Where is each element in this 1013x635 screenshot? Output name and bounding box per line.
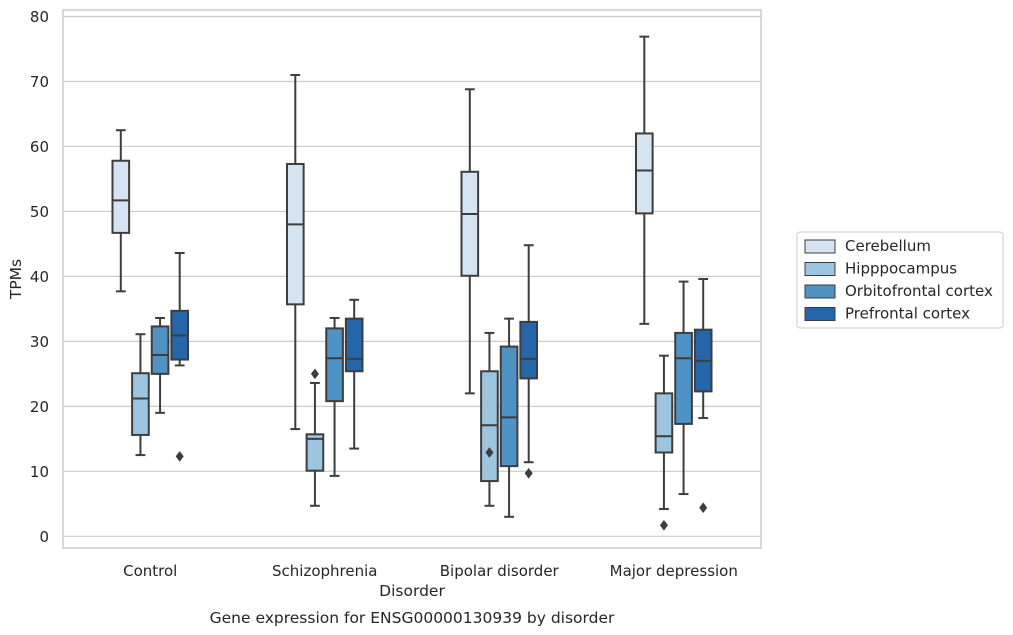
box-hipppocampus-schizophrenia: [305, 368, 325, 507]
y-axis-label: TPMs: [7, 259, 25, 300]
box-iqr: [519, 320, 539, 380]
box-hipppocampus-bipolar-disorder: [480, 331, 499, 507]
box-hipppocampus-control: [131, 333, 150, 457]
x-axis-ticks: Control Schizophrenia Bipolar disorder Majo…: [123, 562, 738, 580]
box-orbitofrontal-cortex-control: [150, 316, 170, 414]
y-tick-label: 40: [30, 268, 49, 286]
x-tick-label: Control: [123, 562, 177, 580]
box-orbitofrontal-cortex-major-depression: [674, 280, 693, 496]
legend-frame: [796, 231, 1004, 329]
outlier-point: [485, 447, 494, 458]
legend-label-hipppocampus: Hipppocampus: [845, 260, 957, 278]
y-tick-label: 0: [39, 528, 49, 546]
y-tick-label: 60: [30, 138, 49, 156]
legend-label-prefrontal-cortex: Prefrontal cortex: [845, 305, 970, 323]
box-iqr: [460, 170, 480, 277]
box-prefrontal-cortex-bipolar-disorder: [519, 244, 539, 479]
x-axis-label: Disorder: [379, 582, 445, 600]
legend-swatch-cerebellum: [804, 239, 836, 254]
box-hipppocampus-major-depression: [654, 354, 674, 531]
box-prefrontal-cortex-control: [170, 252, 190, 462]
box-iqr: [674, 331, 693, 425]
y-tick-label: 10: [30, 463, 49, 481]
box-iqr: [499, 345, 519, 468]
legend-label-orbitofrontal-cortex: Orbitofrontal cortex: [845, 282, 993, 300]
box-iqr: [305, 433, 325, 472]
box-iqr: [111, 159, 131, 234]
box-iqr: [285, 162, 305, 306]
box-cerebellum-control: [111, 129, 131, 293]
box-plots: [111, 35, 713, 531]
legend: Cerebellum Hipppocampus Orbitofrontal co…: [796, 231, 1004, 329]
y-axis-ticks: 0 10 20 30 40 50 60 70 80: [30, 8, 49, 546]
box-orbitofrontal-cortex-bipolar-disorder: [499, 317, 519, 518]
y-tick-label: 30: [30, 333, 49, 351]
legend-swatch-hipppocampus: [804, 262, 836, 276]
box-iqr: [344, 317, 364, 373]
outlier-point: [659, 519, 668, 531]
chart-caption: Gene expression for ENSG00000130939 by d…: [210, 609, 615, 627]
y-tick-label: 50: [30, 203, 49, 221]
y-tick-label: 80: [30, 8, 49, 26]
y-tick-label: 70: [30, 73, 49, 91]
box-prefrontal-cortex-schizophrenia: [344, 298, 364, 450]
outlier-point: [699, 502, 708, 514]
box-iqr: [150, 325, 170, 375]
outlier-point: [524, 467, 533, 479]
plot-frame: [62, 9, 762, 549]
legend-label-cerebellum: Cerebellum: [845, 237, 931, 255]
outlier-point: [175, 450, 184, 462]
box-iqr: [634, 132, 654, 215]
x-tick-label: Bipolar disorder: [440, 562, 560, 580]
y-tick-label: 20: [30, 398, 49, 416]
box-cerebellum-schizophrenia: [285, 73, 305, 431]
x-tick-label: Schizophrenia: [272, 562, 377, 580]
box-cerebellum-major-depression: [634, 35, 654, 325]
box-orbitofrontal-cortex-schizophrenia: [325, 316, 344, 477]
box-iqr: [654, 392, 674, 454]
outlier-point: [310, 368, 319, 380]
box-cerebellum-bipolar-disorder: [460, 88, 480, 395]
legend-swatch-orbitofrontal-cortex: [804, 284, 836, 299]
legend-swatch-prefrontal-cortex: [804, 307, 836, 321]
box-iqr: [325, 327, 344, 403]
box-iqr: [131, 372, 150, 436]
box-prefrontal-cortex-major-depression: [693, 278, 713, 514]
x-tick-label: Major depression: [610, 562, 738, 580]
gridlines: [63, 15, 761, 537]
